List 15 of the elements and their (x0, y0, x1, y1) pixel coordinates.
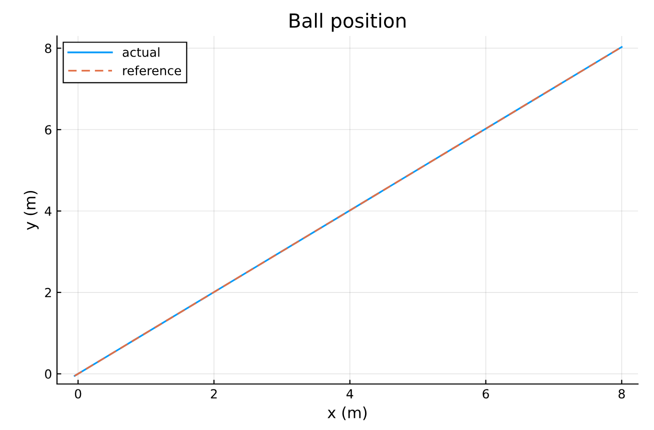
x-tick-label: 8 (618, 389, 625, 399)
y-tick-label: 2 (45, 288, 51, 298)
y-tick-label: 0 (45, 369, 52, 379)
x-tick-label: 6 (482, 389, 489, 399)
chart-title: Ball position (290, 12, 406, 32)
y-axis-title: y (m) (24, 190, 39, 230)
y-tick-label: 6 (45, 125, 52, 135)
legend-label: actual (122, 47, 160, 57)
x-tick-label: 2 (210, 389, 217, 398)
y-tick-label: 8 (45, 44, 52, 54)
y-tick-label: 4 (44, 206, 52, 216)
x-tick-label: 4 (346, 389, 354, 398)
x-tick-label: 0 (74, 389, 82, 399)
legend-label: reference (123, 66, 182, 76)
x-axis-title: x (m) (328, 406, 367, 420)
